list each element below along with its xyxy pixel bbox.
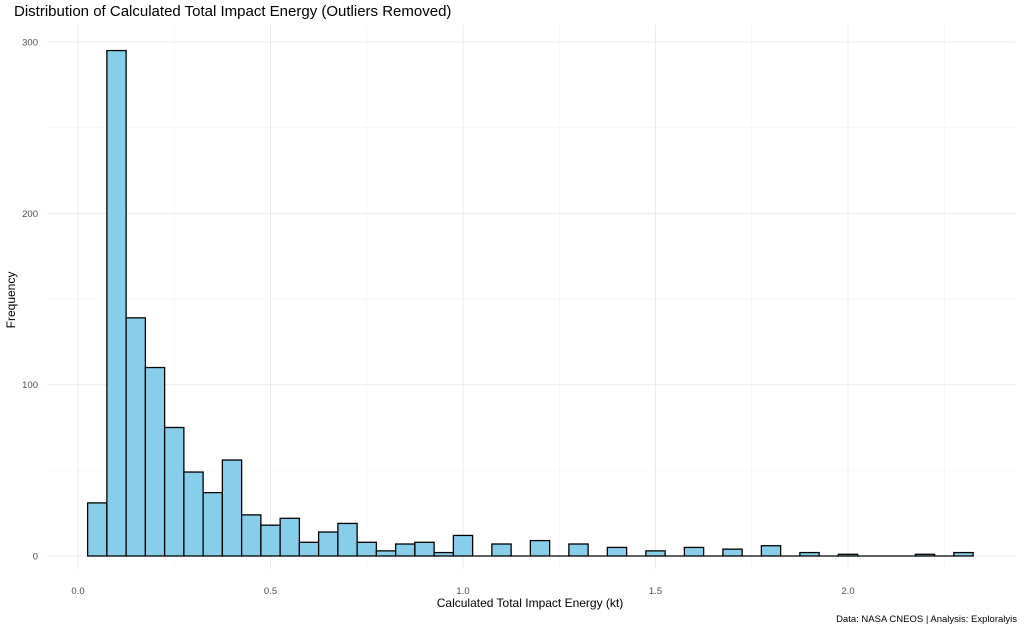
histogram-bar <box>953 551 974 557</box>
histogram-bar <box>491 543 512 557</box>
histogram-bar <box>240 514 262 557</box>
histogram-bar <box>606 546 628 557</box>
x-tick-label: 2.0 <box>841 586 854 597</box>
histogram-bar <box>183 471 204 557</box>
histogram-bar <box>202 491 224 557</box>
histogram-bar <box>452 534 474 557</box>
histogram-bar <box>394 543 416 557</box>
y-tick-label: 300 <box>22 38 38 49</box>
x-axis-title: Calculated Total Impact Energy (kt) <box>437 596 624 610</box>
histogram-bar <box>317 531 339 557</box>
grid <box>47 25 1015 569</box>
histogram-bar <box>914 553 936 557</box>
histogram-bar <box>568 543 589 557</box>
histogram-bar <box>837 553 859 557</box>
histogram-bar <box>356 541 378 557</box>
x-tick-label: 1.0 <box>456 586 469 597</box>
histogram-bar <box>645 550 666 557</box>
y-tick-label: 0 <box>33 552 38 563</box>
y-axis-ticks: 0 100 200 300 <box>22 38 38 563</box>
histogram-bar <box>414 541 435 557</box>
histogram-bar <box>375 550 397 557</box>
y-axis-title: Frequency <box>4 272 18 329</box>
histogram-bar <box>279 517 301 557</box>
histogram-bar <box>337 522 358 557</box>
histogram-bar <box>298 541 320 557</box>
histogram-bar <box>529 539 551 557</box>
histogram-bar <box>722 548 743 557</box>
histogram-bar <box>683 546 705 557</box>
histogram-bar <box>260 524 281 557</box>
histogram-bar <box>221 459 243 557</box>
histogram-bar <box>433 551 455 557</box>
chart-caption: Data: NASA CNEOS | Analysis: Exploralyis <box>836 614 1017 625</box>
y-tick-label: 200 <box>22 209 38 220</box>
histogram-bar <box>799 551 820 557</box>
y-tick-label: 100 <box>22 380 38 391</box>
histogram-bar <box>106 49 127 557</box>
histogram-bar <box>163 426 185 557</box>
histogram-bar <box>125 317 147 557</box>
x-tick-label: 1.5 <box>649 586 662 597</box>
x-tick-label: 0.0 <box>71 586 84 597</box>
histogram-bar <box>86 502 108 557</box>
histogram-bar <box>760 545 782 557</box>
x-axis-ticks: 0.0 0.5 1.0 1.5 2.0 <box>71 586 854 597</box>
histogram-bar <box>144 366 166 557</box>
chart-title: Distribution of Calculated Total Impact … <box>14 3 451 20</box>
bars <box>86 49 974 557</box>
x-tick-label: 0.5 <box>264 586 277 597</box>
